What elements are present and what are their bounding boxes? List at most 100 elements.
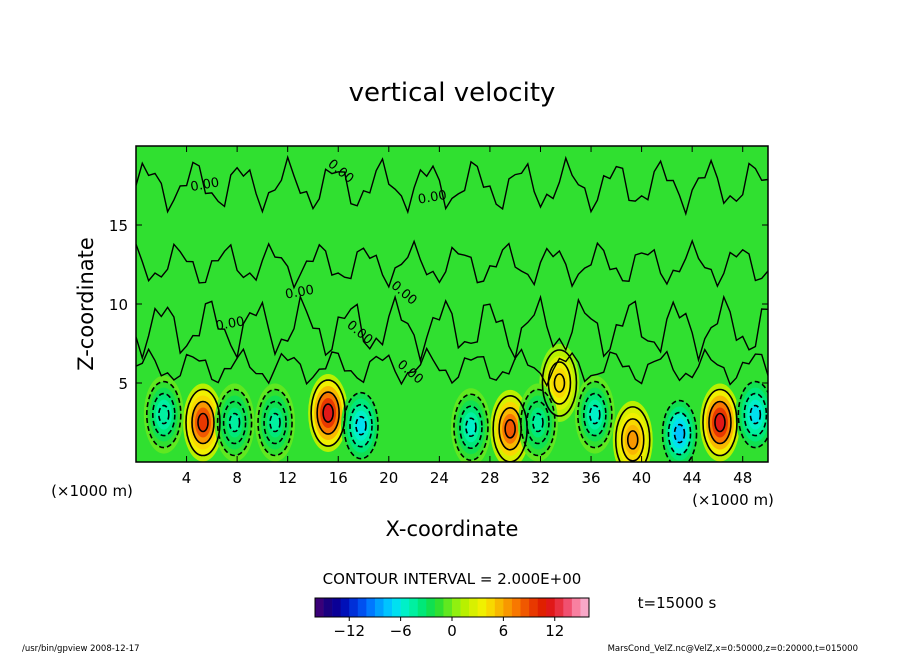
x-tick-label: 40 (632, 469, 651, 487)
cell-14-contour-3 (743, 392, 768, 437)
cell-0-contour-1 (185, 388, 221, 457)
colorbar-swatch (486, 598, 496, 617)
velocity-field (143, 344, 768, 462)
colorbar-tick-label: 12 (545, 622, 564, 640)
cell-13-contour-1 (661, 399, 698, 462)
cell-8-contour-3 (263, 400, 287, 445)
cell-2-level-5 (505, 419, 516, 438)
colorbar-swatch (434, 598, 444, 617)
colorbar-swatch (494, 598, 504, 617)
colorbar-swatch (409, 598, 419, 617)
colorbar-swatch (546, 598, 556, 617)
colorbar-tick-label: 0 (447, 622, 457, 640)
colorbar-swatch (417, 598, 427, 617)
cell-13-level-5 (674, 424, 685, 443)
x-tick-label: 12 (278, 469, 297, 487)
cell-7-contour-1 (146, 380, 182, 449)
colorbar-swatch (571, 598, 581, 617)
colorbar-ticks: −12 −6 0 6 12 (333, 617, 564, 640)
y-unit-label: (×1000 m) (51, 482, 133, 500)
cell-12-contour-5 (589, 404, 601, 425)
cell-9-contour-5 (355, 415, 367, 436)
colorbar-swatch (537, 598, 547, 617)
colorbar-swatch (349, 598, 359, 617)
contour-line-3 (136, 346, 768, 388)
cell-4-contour-5 (626, 430, 639, 450)
cell-4-level-5 (627, 430, 638, 449)
x-tick-label: 24 (430, 469, 449, 487)
colorbar-swatch (323, 598, 333, 617)
cell-1-contour-3 (316, 391, 340, 435)
contour-label-2: 0.00 (417, 188, 448, 208)
cell-8-level-5 (270, 413, 281, 432)
cell-7-contour-5 (158, 404, 170, 425)
cell-6-contour-1 (216, 388, 253, 457)
colorbar-swatch (477, 598, 487, 617)
colorbar-tick-label: −6 (390, 622, 412, 640)
colorbar-swatch (315, 598, 324, 617)
colorbar-swatch (400, 598, 410, 617)
colorbar-swatch (469, 598, 478, 617)
cell-6-level-5 (229, 413, 240, 432)
cell-10-contour-5 (465, 417, 477, 438)
cell-0-level-5 (197, 413, 208, 432)
time-label: t=15000 s (638, 594, 717, 612)
x-unit-label: (×1000 m) (692, 491, 774, 509)
cell-4-contour-3 (620, 418, 645, 462)
cell-13-contour-5 (673, 423, 686, 444)
colorbar-swatch (554, 598, 564, 617)
colorbar-swatch (443, 598, 453, 617)
contour-line-1 (136, 238, 768, 290)
cell-3-level-5 (554, 374, 565, 392)
contour-line-0 (136, 154, 768, 217)
colorbar-tick-label: 6 (499, 622, 509, 640)
contour-label-0: 0.00 (189, 175, 220, 195)
cell-9-contour-1 (343, 391, 379, 460)
chart-title: vertical velocity (349, 78, 556, 108)
cell-5-level-5 (714, 413, 725, 432)
cell-10-level-5 (465, 418, 476, 437)
colorbar-swatch (392, 598, 401, 617)
colorbar-swatch (503, 598, 513, 617)
contour-label-6: 0.00 (284, 283, 315, 303)
cell-0-contour-5 (197, 412, 209, 433)
cell-14-contour-5 (749, 404, 762, 425)
cell-13-contour-3 (667, 411, 692, 456)
cell-11-level-5 (532, 413, 543, 432)
cell-12-level-5 (589, 405, 600, 424)
x-tick-label: 16 (329, 469, 348, 487)
colorbar-swatch (580, 598, 590, 617)
cell-11-contour-3 (526, 400, 550, 445)
cell-8-contour-5 (269, 412, 281, 433)
cell-12-contour-3 (583, 392, 607, 437)
x-tick-label: 4 (182, 469, 192, 487)
cell-3-contour-5 (553, 373, 566, 393)
cell-10-contour-1 (453, 393, 489, 462)
x-tick-label: 48 (733, 469, 752, 487)
colorbar-swatch (357, 598, 367, 617)
colorbar-swatch (332, 598, 341, 617)
cell-1-level-5 (323, 404, 334, 423)
cell-10-contour-3 (459, 405, 483, 450)
cell-11-contour-5 (532, 412, 544, 433)
colorbar-swatch (529, 598, 538, 617)
y-axis-label: Z-coordinate (74, 237, 98, 371)
cell-3-contour-1 (541, 349, 578, 417)
x-tick-label: 44 (683, 469, 702, 487)
y-tick-label: 10 (109, 296, 128, 314)
cell-8-contour-1 (257, 388, 293, 457)
y-tick-label: 15 (109, 217, 128, 235)
cell-6-contour-3 (222, 400, 247, 445)
y-axis-ticks: 5 10 15 (109, 217, 768, 393)
cell-5-contour-1 (702, 388, 738, 457)
x-tick-label: 20 (379, 469, 398, 487)
contour-lines (136, 154, 768, 462)
cell-7-level-5 (158, 405, 169, 424)
colorbar-swatch (426, 598, 436, 617)
x-tick-label: 32 (531, 469, 550, 487)
cell-4-contour-1 (614, 406, 651, 462)
colorbar-swatch (563, 598, 573, 617)
cell-11-contour-1 (520, 388, 556, 457)
colorbar-swatch (383, 598, 393, 617)
